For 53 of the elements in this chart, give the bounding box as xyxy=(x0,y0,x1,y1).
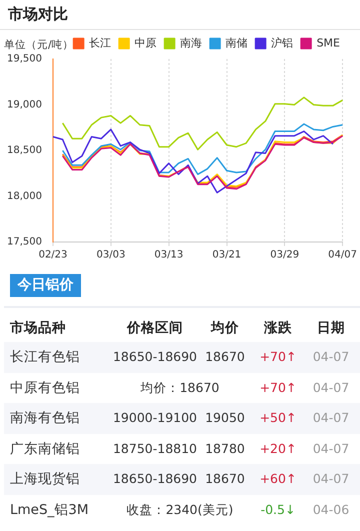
text: +50↑ xyxy=(260,410,296,425)
text: 04-07 xyxy=(312,471,350,486)
category-label: 涨跌 xyxy=(262,319,293,338)
text: 18650-18690 xyxy=(112,349,198,364)
legend-label: SME xyxy=(316,36,340,50)
x-tick-label: 03/13 xyxy=(154,250,184,261)
chart-title: 市场对比 xyxy=(0,0,360,30)
x-tick-label: 03/21 xyxy=(212,250,242,261)
text: 均价：18670 xyxy=(140,380,220,394)
legend-label: 中原 xyxy=(134,36,157,50)
text: +70↑ xyxy=(260,380,296,394)
legend-label: 南储 xyxy=(226,36,248,50)
y-tick-label: 17,500 xyxy=(6,236,42,248)
legend-label: 沪铝 xyxy=(271,36,294,50)
y-tick-label: 19,500 xyxy=(6,54,42,65)
y-tick-label: 18,000 xyxy=(6,190,42,202)
category-label: 长江有色铝 xyxy=(10,349,80,365)
text: 18750-18810 xyxy=(112,440,198,456)
text: 04-06 xyxy=(312,502,350,516)
text: 04-07 xyxy=(312,410,350,425)
category-label: 日期 xyxy=(316,319,346,338)
text: 今日铝价 xyxy=(10,274,81,297)
text: 18780 xyxy=(205,440,245,456)
legend-label: 长江 xyxy=(89,36,112,50)
category-label: 市场品种 xyxy=(10,319,67,338)
y-tick-label: 18,500 xyxy=(6,145,42,156)
text: 19050 xyxy=(205,410,245,425)
category-label: 南海有色铝 xyxy=(10,410,80,426)
text: 18650-18690 xyxy=(112,471,198,486)
text: 18670 xyxy=(205,349,245,364)
x-tick-label: 03/29 xyxy=(270,250,300,261)
text: 04-07 xyxy=(312,440,350,456)
text: 19000-19100 xyxy=(112,410,198,425)
category-label: 价格区间 xyxy=(126,319,184,338)
text: 04-07 xyxy=(312,380,350,394)
y-axis-title: 单位（元/吨） xyxy=(4,38,74,52)
text: 收盘：2340(美元) xyxy=(126,502,234,516)
category-label: 中原有色铝 xyxy=(10,380,80,396)
category-label: 均价 xyxy=(210,319,240,338)
legend-label: 南海 xyxy=(180,36,202,50)
text: -0.5↓ xyxy=(260,502,296,516)
text: 04-07 xyxy=(312,349,350,364)
x-tick-label: 04/07 xyxy=(328,250,358,261)
category-label: 广东南储铝 xyxy=(10,440,80,456)
y-tick-label: 19,000 xyxy=(6,99,42,110)
x-tick-label: 03/03 xyxy=(96,250,126,261)
text: 18670 xyxy=(205,471,245,486)
category-label: 上海现货铝 xyxy=(10,471,80,487)
category-label: LmeS_铝3M xyxy=(10,502,89,518)
x-tick-label: 02/23 xyxy=(38,250,68,261)
text: +70↑ xyxy=(260,349,296,364)
text: +60↑ xyxy=(260,471,296,486)
text: +20↑ xyxy=(260,440,296,456)
